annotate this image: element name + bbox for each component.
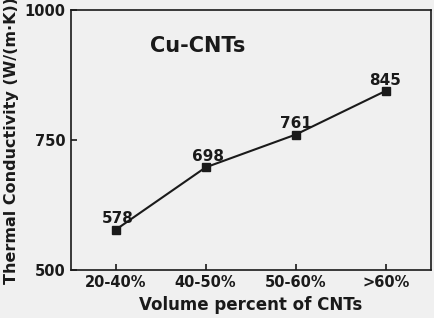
- Text: 698: 698: [192, 149, 224, 163]
- Text: 761: 761: [279, 116, 311, 131]
- Y-axis label: Thermal Conductivity (W/(m·K)): Thermal Conductivity (W/(m·K)): [4, 0, 19, 284]
- Text: 845: 845: [369, 73, 401, 87]
- X-axis label: Volume percent of CNTs: Volume percent of CNTs: [139, 296, 362, 314]
- Text: 578: 578: [102, 211, 134, 225]
- Text: Cu-CNTs: Cu-CNTs: [149, 36, 245, 56]
